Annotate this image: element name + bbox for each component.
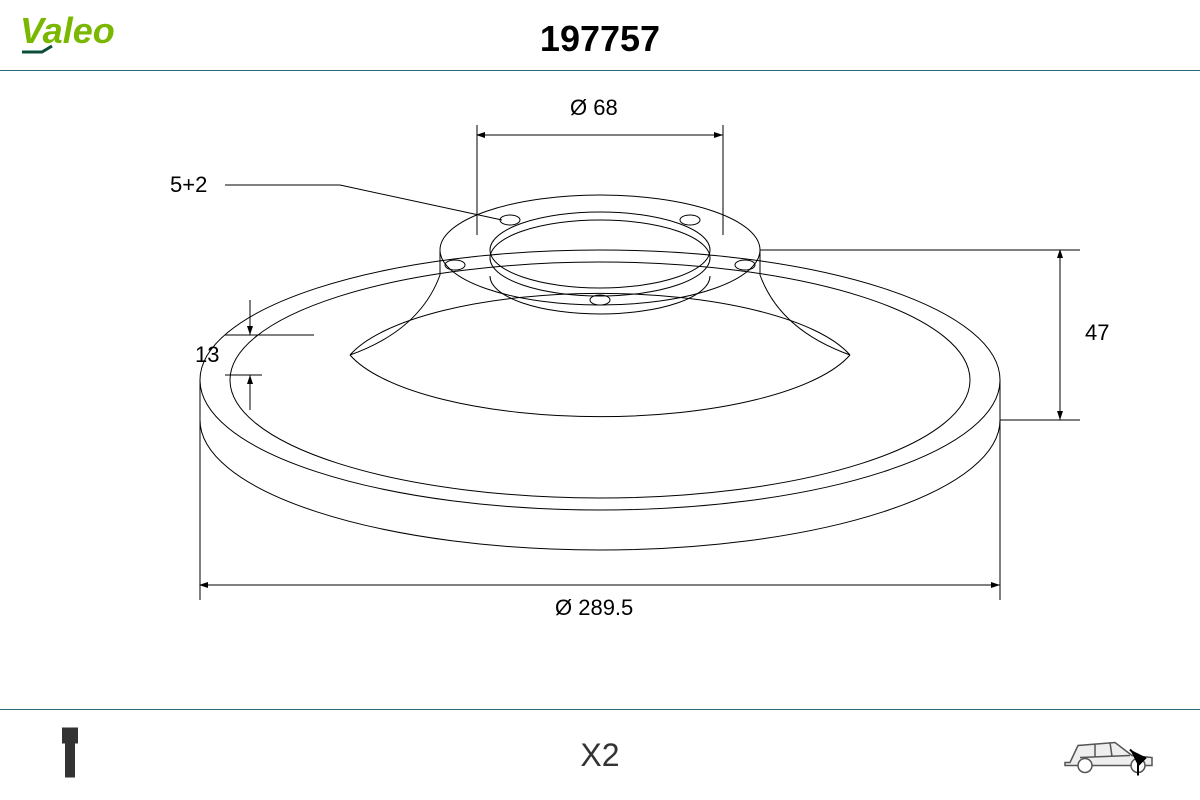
car-rear-icon: [1060, 728, 1160, 783]
dim-height: 47: [1085, 320, 1109, 346]
disc-profile-icon: [60, 726, 80, 785]
valeo-logo: Valeo: [20, 8, 160, 63]
footer: X2: [0, 710, 1200, 800]
dim-bolt-pattern: 5+2: [170, 172, 207, 198]
header: Valeo 197757: [0, 0, 1200, 70]
quantity-label: X2: [580, 737, 619, 774]
dim-outer-diameter: Ø 289.5: [555, 595, 633, 621]
part-number: 197757: [540, 18, 660, 60]
dim-hub-diameter: Ø 68: [570, 95, 618, 121]
technical-drawing: Ø 68 5+2 13 47 Ø 289.5: [0, 70, 1200, 710]
dim-thickness: 13: [195, 342, 219, 368]
logo-text: Valeo: [20, 10, 115, 51]
